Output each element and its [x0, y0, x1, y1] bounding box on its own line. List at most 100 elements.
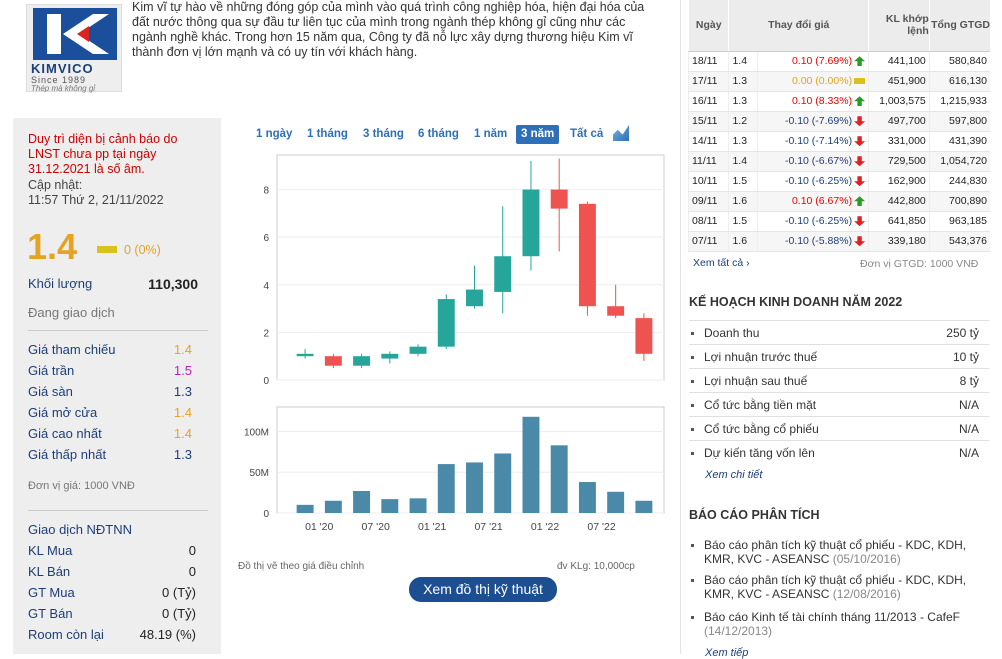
- see-all-link[interactable]: Xem tất cả ›: [693, 257, 750, 269]
- history-volume: 1,003,575: [868, 91, 930, 112]
- history-date: 10/11: [687, 171, 729, 192]
- technical-chart-button[interactable]: Xem đồ thị kỹ thuật: [409, 577, 557, 602]
- plan-value: N/A: [958, 422, 979, 436]
- tab-range[interactable]: 6 tháng: [418, 128, 459, 140]
- volume-tick-label: 0: [263, 509, 269, 520]
- plan-row: Dự kiến tăng vốn lên N/A: [689, 440, 989, 464]
- bullet-icon: [691, 452, 694, 455]
- foreign-label: KL Mua: [28, 543, 73, 558]
- volume-bar: [381, 499, 399, 513]
- arrow-down-icon: [854, 236, 866, 247]
- report-date: (05/10/2016): [832, 552, 901, 566]
- tab-range[interactable]: Tất cả: [570, 128, 604, 140]
- plan-value: N/A: [958, 446, 979, 460]
- history-row: 16/11 1.3 0.10 (8.33%) 1,003,575 1,215,933: [687, 91, 990, 112]
- history-row: 09/11 1.6 0.10 (6.67%) 442,800 700,890: [687, 191, 990, 212]
- candle-body: [466, 289, 483, 307]
- candle-body: [324, 356, 342, 366]
- plan-row: Cổ tức bằng tiền mặt N/A: [689, 392, 989, 416]
- tab-range[interactable]: 1 năm: [474, 128, 508, 140]
- tab-range[interactable]: 3 năm: [516, 125, 560, 144]
- history-value: 580,840: [928, 51, 990, 72]
- updated-time: 11:57 Thứ 2, 21/11/2022: [28, 193, 164, 207]
- arrow-up-icon: [854, 56, 866, 67]
- history-change: 0.10 (8.33%): [791, 95, 853, 107]
- foreign-value: 0: [188, 543, 196, 558]
- history-volume: 331,000: [868, 131, 930, 152]
- history-date: 08/11: [687, 211, 729, 232]
- arrow-up-icon: [854, 96, 866, 107]
- history-change: 0.10 (7.69%): [791, 55, 853, 67]
- volume-value: 110,300: [148, 276, 198, 292]
- history-change-cell: 0.10 (7.69%): [756, 51, 869, 72]
- bullet-icon: [691, 380, 694, 383]
- report-title: Báo cáo Kinh tế tài chính tháng 11/2013 …: [704, 610, 960, 624]
- bullet-icon: [691, 356, 694, 359]
- chart-type-icon[interactable]: [613, 125, 629, 141]
- history-date: 11/11: [687, 151, 729, 172]
- history-change: 0.10 (6.67%): [791, 195, 853, 207]
- history-row: 08/11 1.5 -0.10 (-6.25%) 641,850 963,185: [687, 211, 990, 232]
- plan-label: Dự kiến tăng vốn lên: [704, 446, 815, 460]
- candle-body: [437, 299, 455, 347]
- price-value: 1.4: [173, 405, 192, 420]
- volume-row: Khối lượng 110,300: [28, 276, 210, 294]
- history-price: 1.5: [728, 211, 758, 232]
- history-value: 1,215,933: [928, 91, 990, 112]
- quote-panel: Duy trì diện bị cảnh báo do LNST chưa pp…: [13, 118, 221, 654]
- plan-label: Lợi nhuận sau thuế: [704, 374, 808, 388]
- history-price: 1.3: [728, 71, 758, 92]
- report-text-wrap: Báo cáo Kinh tế tài chính tháng 11/2013 …: [704, 610, 976, 638]
- report-text-wrap: Báo cáo phân tích kỹ thuật cổ phiếu - KD…: [704, 573, 976, 601]
- arrow-down-icon: [854, 116, 866, 127]
- history-volume: 729,500: [868, 151, 930, 172]
- history-price: 1.2: [728, 111, 758, 132]
- plan-label: Cổ tức bằng tiền mặt: [704, 398, 817, 412]
- foreign-row: KL Mua 0: [28, 543, 210, 561]
- tab-range[interactable]: 3 tháng: [363, 128, 404, 140]
- warning-text: Duy trì diện bị cảnh báo do LNST chưa pp…: [28, 132, 178, 176]
- reports-more-link[interactable]: Xem tiếp: [705, 647, 749, 659]
- x-tick-label: 07 '21: [474, 521, 502, 533]
- volume-bar: [635, 500, 653, 513]
- history-change-cell: 0.10 (6.67%): [756, 191, 869, 212]
- volume-tick-label: 50M: [250, 468, 269, 479]
- history-price: 1.5: [728, 171, 758, 192]
- volume-bar: [353, 490, 371, 513]
- plan-label: Lợi nhuận trước thuế: [704, 350, 818, 364]
- plan-value: 8 tỷ: [959, 374, 979, 388]
- history-change: 0.00 (0.00%): [791, 75, 853, 87]
- volume-bar: [578, 482, 596, 513]
- history-date: 17/11: [687, 71, 729, 92]
- history-change-cell: -0.10 (-6.67%): [756, 151, 869, 172]
- bullet-icon: [691, 579, 694, 582]
- history-volume: 497,700: [868, 111, 930, 132]
- divider: [28, 330, 208, 331]
- volume-bar: [494, 453, 512, 513]
- arrow-down-icon: [854, 156, 866, 167]
- plan-more-link[interactable]: Xem chi tiết: [705, 469, 763, 481]
- history-change-cell: -0.10 (-7.69%): [756, 111, 869, 132]
- chart-note-unit: đv KLg: 10,000cp: [557, 561, 635, 572]
- history-volume: 641,850: [868, 211, 930, 232]
- logo-slogan: Thép mà không gỉ: [31, 84, 96, 93]
- chevron-right-icon: ›: [746, 257, 750, 269]
- price-row: Giá tham chiếu 1.4: [28, 342, 210, 360]
- company-intro: Kim vĩ tự hào về những đóng góp của mình…: [132, 0, 645, 59]
- price-tick-label: 0: [263, 376, 269, 387]
- history-date: 09/11: [687, 191, 729, 212]
- price-value: 1.3: [173, 384, 192, 399]
- history-value: 431,390: [928, 131, 990, 152]
- tab-range[interactable]: 1 ngày: [256, 128, 293, 140]
- history-volume: 451,900: [868, 71, 930, 92]
- price-unit: Đơn vị giá: 1000 VNĐ: [28, 480, 135, 492]
- history-value: 700,890: [928, 191, 990, 212]
- plan-row: Cổ tức bằng cổ phiếu N/A: [689, 416, 989, 440]
- price-row: Giá cao nhất 1.4: [28, 426, 210, 444]
- bullet-icon: [691, 616, 694, 619]
- history-body: 18/11 1.4 0.10 (7.69%) 441,100 580,840 17/11 1…: [687, 51, 990, 252]
- history-change: -0.10 (-7.14%): [784, 135, 853, 147]
- x-tick-label: 01 '22: [531, 521, 559, 533]
- history-value: 597,800: [928, 111, 990, 132]
- tab-range[interactable]: 1 tháng: [307, 128, 348, 140]
